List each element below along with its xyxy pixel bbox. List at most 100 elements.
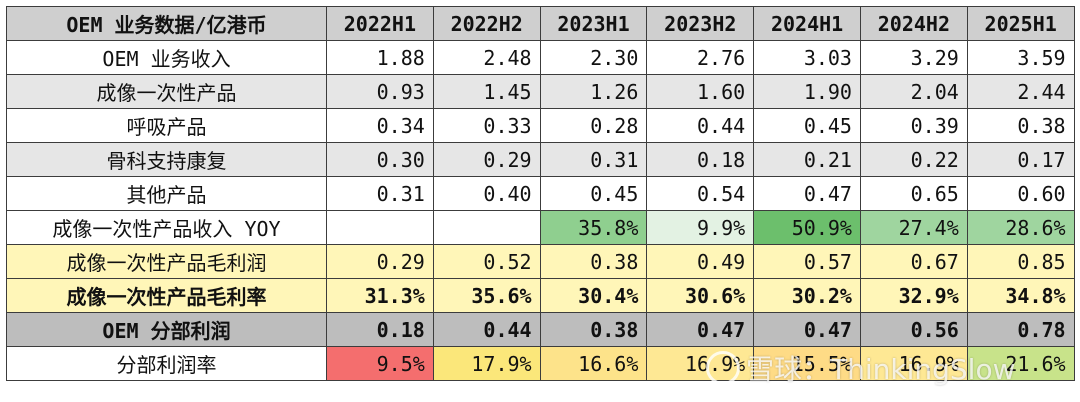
cell: 0.31 [326,176,434,211]
table-row: 成像一次性产品 0.93 1.45 1.26 1.60 1.90 2.04 2.… [6,74,1075,109]
period-header: 2022H2 [432,6,541,41]
cell: 0.44 [432,312,541,347]
table-row: 其他产品 0.31 0.40 0.45 0.54 0.47 0.65 0.60 [6,176,1075,211]
cell: 2.04 [859,74,968,109]
cell: 9.5% [326,346,434,381]
cell: 1.88 [326,40,434,75]
cell: 0.18 [326,312,434,347]
cell: 2.30 [539,40,648,75]
cell: 0.22 [859,142,968,177]
row-label: OEM 业务收入 [6,40,327,75]
cell: 0.34 [326,108,434,143]
table-row: 成像一次性产品毛利润 0.29 0.52 0.38 0.49 0.57 0.67… [6,244,1075,279]
row-label: 成像一次性产品毛利率 [6,278,327,313]
cell: 1.26 [539,74,648,109]
cell: 1.90 [753,74,861,109]
cell: 17.9% [432,346,541,381]
cell: 30.4% [539,278,648,313]
row-label: 骨科支持康复 [6,142,327,177]
period-header: 2023H1 [539,6,648,41]
cell: 50.9% [753,210,861,245]
period-header: 2025H1 [966,6,1075,41]
cell: 1.60 [646,74,755,109]
table-row: 呼吸产品 0.34 0.33 0.28 0.44 0.45 0.39 0.38 [6,108,1075,143]
cell: 0.78 [966,312,1075,347]
cell: 0.44 [646,108,755,143]
period-header: 2022H1 [326,6,434,41]
cell: 35.8% [539,210,648,245]
cell: 0.47 [753,312,861,347]
cell: 2.76 [646,40,755,75]
cell: 0.29 [326,244,434,279]
cell [326,210,434,245]
header-row: OEM 业务数据/亿港币 2022H1 2022H2 2023H1 2023H2… [6,6,1075,41]
cell: 16.9% [646,346,755,381]
row-label: 成像一次性产品毛利润 [6,244,327,279]
cell: 34.8% [966,278,1075,313]
cell: 9.9% [646,210,755,245]
cell: 0.17 [966,142,1075,177]
cell: 3.03 [753,40,861,75]
table-row: 成像一次性产品毛利率 31.3% 35.6% 30.4% 30.6% 30.2%… [6,278,1075,313]
cell: 0.57 [753,244,861,279]
cell: 30.6% [646,278,755,313]
cell: 16.9% [859,346,968,381]
row-label: 分部利润率 [6,346,327,381]
cell: 1.45 [432,74,541,109]
cell: 0.30 [326,142,434,177]
cell: 0.40 [432,176,541,211]
table-row: OEM 业务收入 1.88 2.48 2.30 2.76 3.03 3.29 3… [6,40,1075,75]
cell: 3.29 [859,40,968,75]
cell: 31.3% [326,278,434,313]
table-row: 骨科支持康复 0.30 0.29 0.31 0.18 0.21 0.22 0.1… [6,142,1075,177]
cell: 3.59 [966,40,1075,75]
cell [432,210,541,245]
cell: 27.4% [859,210,968,245]
cell: 0.39 [859,108,968,143]
cell: 0.60 [966,176,1075,211]
cell: 0.45 [539,176,648,211]
cell: 0.31 [539,142,648,177]
cell: 0.52 [432,244,541,279]
table-row: 分部利润率 9.5% 17.9% 16.6% 16.9% 15.5% 16.9%… [6,346,1075,381]
table-row: 成像一次性产品收入 YOY 35.8% 9.9% 50.9% 27.4% 28.… [6,210,1075,245]
table-title: OEM 业务数据/亿港币 [6,6,327,41]
cell: 0.93 [326,74,434,109]
cell: 28.6% [966,210,1075,245]
row-label: 呼吸产品 [6,108,327,143]
row-label: 其他产品 [6,176,327,211]
cell: 35.6% [432,278,541,313]
cell: 0.38 [539,312,648,347]
cell: 30.2% [753,278,861,313]
cell: 0.45 [753,108,861,143]
cell: 0.67 [859,244,968,279]
period-header: 2023H2 [646,6,755,41]
cell: 0.18 [646,142,755,177]
cell: 0.33 [432,108,541,143]
cell: 0.28 [539,108,648,143]
cell: 0.21 [753,142,861,177]
row-label: OEM 分部利润 [6,312,327,347]
cell: 0.47 [753,176,861,211]
cell: 21.6% [966,346,1075,381]
period-header: 2024H2 [859,6,968,41]
cell: 32.9% [859,278,968,313]
cell: 0.38 [966,108,1075,143]
cell: 0.85 [966,244,1075,279]
cell: 16.6% [539,346,648,381]
oem-data-table: OEM 业务数据/亿港币 2022H1 2022H2 2023H1 2023H2… [6,6,1075,381]
cell: 15.5% [753,346,861,381]
row-label: 成像一次性产品 [6,74,327,109]
period-header: 2024H1 [753,6,861,41]
cell: 0.38 [539,244,648,279]
cell: 0.49 [646,244,755,279]
cell: 0.65 [859,176,968,211]
cell: 0.29 [432,142,541,177]
cell: 0.56 [859,312,968,347]
row-label: 成像一次性产品收入 YOY [6,210,327,245]
cell: 2.48 [432,40,541,75]
cell: 0.54 [646,176,755,211]
table-row: OEM 分部利润 0.18 0.44 0.38 0.47 0.47 0.56 0… [6,312,1075,347]
cell: 2.44 [966,74,1075,109]
cell: 0.47 [646,312,755,347]
